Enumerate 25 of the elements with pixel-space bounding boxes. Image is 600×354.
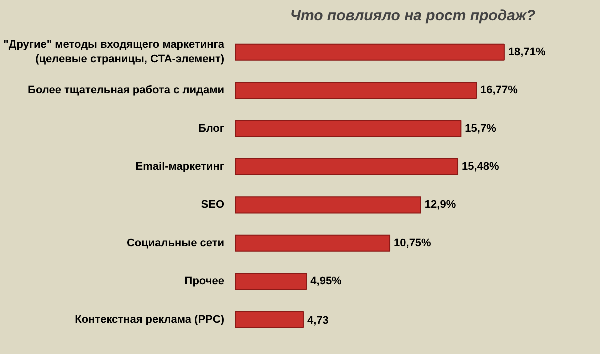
- y-tick-label: Более тщательная работа с лидами: [28, 84, 225, 97]
- bar: [236, 158, 459, 176]
- data-label: 10,75%: [394, 237, 432, 250]
- y-tick-label: Контекстная реклама (PPC): [75, 314, 225, 326]
- data-label: 15,48%: [462, 160, 500, 173]
- data-label: 15,7%: [465, 122, 497, 135]
- bar: [236, 120, 462, 138]
- chart-title: Что повлияло на рост продаж?: [290, 8, 536, 24]
- bar: [236, 196, 422, 214]
- y-tick-label: Email-маркетинг: [136, 160, 225, 173]
- y-tick-label: Блог: [198, 122, 225, 135]
- y-tick-label: "Другие" методы входящего маркетинга (целевые страницы, CTA-элемент): [4, 39, 226, 66]
- bar: [236, 234, 391, 252]
- data-label: 4,95%: [310, 276, 342, 288]
- y-tick-label: Социальные сети: [126, 237, 225, 250]
- y-tick-label: Прочее: [184, 276, 225, 288]
- bar: [236, 311, 304, 328]
- data-label: 18,71%: [508, 46, 546, 58]
- y-tick-label: SEO: [201, 199, 225, 212]
- bar: [236, 273, 308, 290]
- data-label: 16,77%: [480, 84, 518, 97]
- bar: [236, 82, 478, 100]
- data-label: 4,73: [307, 314, 329, 327]
- data-label: 12,9%: [424, 199, 456, 212]
- bar: [236, 44, 505, 61]
